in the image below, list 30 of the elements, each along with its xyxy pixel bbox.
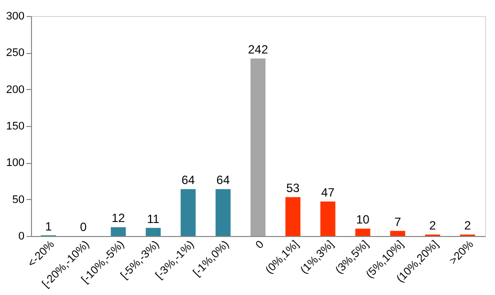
- data-label: 53: [286, 181, 300, 196]
- data-label: 12: [112, 211, 126, 226]
- data-label: 1: [45, 219, 52, 234]
- data-label: 0: [80, 220, 88, 234]
- y-tick-label: 250: [6, 47, 24, 60]
- data-label: 2: [464, 218, 472, 233]
- bar: [250, 58, 266, 236]
- y-tick-label: 100: [6, 157, 24, 170]
- data-label: 7: [394, 214, 402, 229]
- bar: [180, 189, 196, 236]
- y-tick-label: 0: [18, 230, 24, 242]
- y-tick-label: 200: [6, 84, 24, 96]
- bar: [390, 230, 406, 236]
- data-label: 2: [429, 218, 436, 233]
- x-tick-label: 0: [254, 238, 266, 252]
- bar: [285, 197, 300, 236]
- bar: [355, 228, 370, 236]
- bar: [320, 202, 336, 236]
- data-label: 64: [181, 173, 196, 188]
- data-label: 64: [216, 173, 230, 188]
- bar: [146, 228, 161, 236]
- bar: [216, 189, 231, 236]
- y-tick-label: 150: [6, 120, 24, 132]
- y-tick-label: 300: [6, 10, 24, 22]
- data-label: 242: [248, 42, 268, 57]
- data-label: 11: [146, 212, 160, 226]
- bar: [110, 227, 126, 236]
- data-label: 10: [356, 212, 370, 227]
- y-tick-label: 50: [12, 194, 24, 206]
- data-label: 47: [321, 186, 335, 200]
